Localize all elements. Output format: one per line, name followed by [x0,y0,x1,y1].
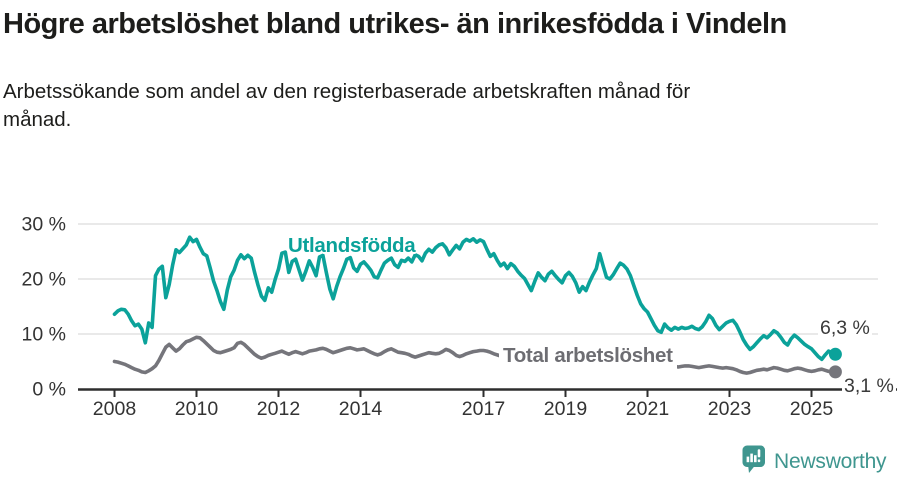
end-value-label-utlandsfodda: 6,3 % [818,317,872,340]
page-title: Högre arbetslöshet bland utrikes- än inr… [3,8,787,40]
svg-text:10 %: 10 % [22,324,66,346]
svg-text:2025: 2025 [790,398,834,420]
newsworthy-bubble-chart-icon [742,445,767,479]
line-chart: 2008 2010 2012 2014 2017 2019 2021 2023 2025 0 % 1… [0,196,900,436]
series-label-utlandsfodda: Utlandsfödda [288,234,416,257]
chart-subtitle: Arbetssökande som andel av den registerb… [3,80,691,132]
series-label-total-arbetsloshet: Total arbetslöshet [499,344,677,369]
svg-text:2008: 2008 [93,398,136,420]
svg-text:2012: 2012 [257,398,300,420]
svg-text:2010: 2010 [175,398,219,420]
svg-text:2017: 2017 [462,398,505,420]
svg-text:30 %: 30 % [22,214,66,236]
svg-text:0 %: 0 % [32,379,66,401]
chart-canvas: 2008 2010 2012 2014 2017 2019 2021 2023 2025 0 % 1… [22,214,897,420]
newsworthy-logo[interactable]: Newsworthy [742,445,887,479]
svg-text:20 %: 20 % [22,269,66,291]
newsworthy-wordmark: Newsworthy [774,450,887,473]
svg-text:2023: 2023 [708,398,751,420]
svg-text:2014: 2014 [339,398,383,420]
svg-text:2019: 2019 [544,398,587,420]
end-value-label-total-arbetsloshet: 3,1 % [842,375,896,398]
chart-page: Högre arbetslöshet bland utrikes- än inr… [0,6,900,480]
svg-text:2021: 2021 [626,398,669,420]
